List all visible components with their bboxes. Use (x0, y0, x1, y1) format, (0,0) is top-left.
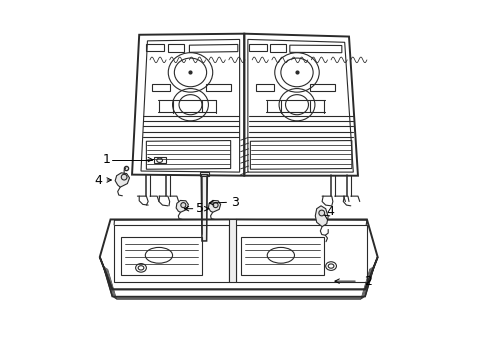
Ellipse shape (181, 203, 186, 208)
Ellipse shape (122, 174, 127, 180)
Polygon shape (229, 220, 236, 282)
Text: 4: 4 (326, 205, 334, 219)
Text: 4: 4 (95, 174, 102, 186)
Text: 2: 2 (364, 275, 372, 288)
Text: 3: 3 (231, 196, 239, 209)
Text: 1: 1 (103, 153, 111, 166)
Polygon shape (315, 206, 328, 226)
Ellipse shape (319, 210, 324, 216)
Polygon shape (201, 175, 207, 241)
Text: 5: 5 (196, 202, 204, 215)
Polygon shape (115, 173, 129, 187)
Polygon shape (208, 201, 220, 212)
Ellipse shape (213, 203, 218, 208)
Polygon shape (176, 201, 188, 212)
